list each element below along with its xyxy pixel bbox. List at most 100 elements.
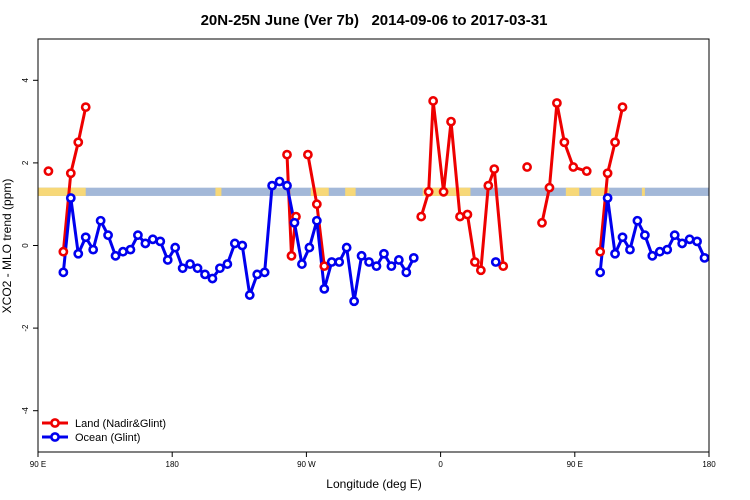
ocean-data-point (684, 234, 695, 245)
ocean-data-point (692, 236, 702, 247)
ocean-data-point (297, 259, 307, 269)
ocean-data-point (259, 267, 270, 278)
land-series-line (540, 101, 588, 224)
land-data-point (43, 166, 54, 177)
land-data-point (80, 102, 91, 113)
land-data-point (610, 137, 620, 148)
ocean-data-point (386, 261, 397, 272)
ocean-data-point (252, 269, 263, 280)
land-series-line (61, 106, 88, 252)
x-tick-label: 180 (166, 460, 180, 469)
ocean-data-point (58, 267, 69, 278)
ocean-band (38, 187, 709, 196)
land-data-point (428, 96, 439, 106)
ocean-data-point (379, 248, 389, 259)
land-data-point (438, 186, 449, 197)
land-data-point (552, 98, 562, 108)
y-tick-label: 2 (21, 160, 30, 165)
series-points (43, 96, 710, 307)
x-tick-label: 0 (438, 460, 443, 469)
ocean-data-point (229, 238, 240, 249)
legend-ocean-label: Ocean (Glint) (75, 432, 140, 444)
land-data-point (455, 211, 465, 222)
ocean-data-point (364, 257, 374, 267)
y-tick-label: 0 (21, 243, 30, 248)
land-data-point (475, 265, 486, 276)
land-data-point (311, 199, 322, 210)
legend-ocean-marker (50, 432, 60, 442)
plot-frame (37, 38, 710, 453)
ocean-data-point (699, 252, 710, 263)
ocean-data-point (215, 263, 225, 274)
land-data-point (544, 182, 555, 193)
ocean-data-point (662, 244, 673, 255)
ocean-data-point (118, 246, 128, 257)
ocean-data-point (133, 230, 143, 241)
ocean-data-point (73, 248, 84, 259)
ocean-data-point (155, 236, 166, 247)
land-band-segment (215, 187, 222, 196)
x-tick-label: 180 (702, 460, 716, 469)
ocean-data-point (677, 238, 688, 249)
ocean-data-point (103, 230, 113, 241)
land-data-point (498, 261, 509, 272)
ocean-data-point (162, 255, 173, 265)
x-axis-label: Longitude (deg E) (326, 477, 421, 491)
land-data-point (602, 168, 613, 179)
x-tick-label: 90 W (297, 460, 316, 469)
ocean-data-point (274, 176, 285, 187)
ocean-data-point (185, 259, 195, 269)
land-data-point (58, 246, 69, 257)
ocean-data-point (610, 248, 620, 259)
y-tick-label: -4 (21, 407, 30, 415)
land-data-point (446, 116, 456, 127)
land-data-point (595, 246, 606, 257)
ocean-data-point (490, 257, 501, 267)
ocean-data-point (356, 250, 367, 261)
land-band-segment (38, 187, 86, 196)
ocean-data-point (244, 290, 255, 300)
ocean-data-point (311, 215, 322, 226)
land-data-point (319, 261, 330, 272)
ocean-data-point (207, 273, 218, 284)
land-data-point (568, 162, 579, 172)
ocean-data-point (95, 215, 106, 226)
land-data-point (469, 257, 480, 267)
ocean-data-point (341, 242, 352, 253)
ocean-data-point (304, 242, 315, 253)
ocean-data-point (125, 244, 136, 255)
land-data-point (489, 164, 500, 174)
ocean-data-point (654, 246, 665, 257)
ocean-data-point (408, 252, 419, 263)
ocean-data-point (625, 244, 635, 255)
land-band-segment (591, 187, 610, 196)
ocean-data-point (319, 283, 330, 294)
y-tick-label: 4 (21, 78, 30, 83)
ocean-data-point (326, 257, 337, 267)
axes: 90 E 180 90 W 0 90 E 180 -4 -2 0 2 4 (21, 78, 716, 469)
x-tick-label: 90 E (567, 460, 583, 469)
land-data-point (65, 168, 76, 179)
land-data-point (423, 186, 434, 197)
land-data-point (559, 137, 570, 148)
ocean-data-point (647, 250, 658, 261)
ocean-data-point (170, 242, 181, 253)
land-data-point (282, 149, 292, 160)
land-band-segment (565, 187, 580, 196)
ocean-data-point (401, 267, 412, 278)
ocean-data-point (334, 257, 345, 267)
land-data-point (286, 250, 297, 261)
ocean-data-point (200, 269, 210, 280)
ocean-data-point (289, 217, 300, 228)
ocean-data-point (639, 230, 650, 241)
ocean-data-point (617, 232, 628, 243)
ocean-data-point (65, 193, 76, 203)
ocean-data-point (669, 230, 680, 241)
land-band-segment (310, 187, 329, 196)
land-data-point (522, 162, 532, 172)
land-data-point (416, 211, 427, 222)
land-band-segment (345, 187, 356, 196)
ocean-data-point (602, 193, 613, 203)
land-data-point (483, 180, 494, 191)
legend-land-marker (50, 418, 60, 428)
